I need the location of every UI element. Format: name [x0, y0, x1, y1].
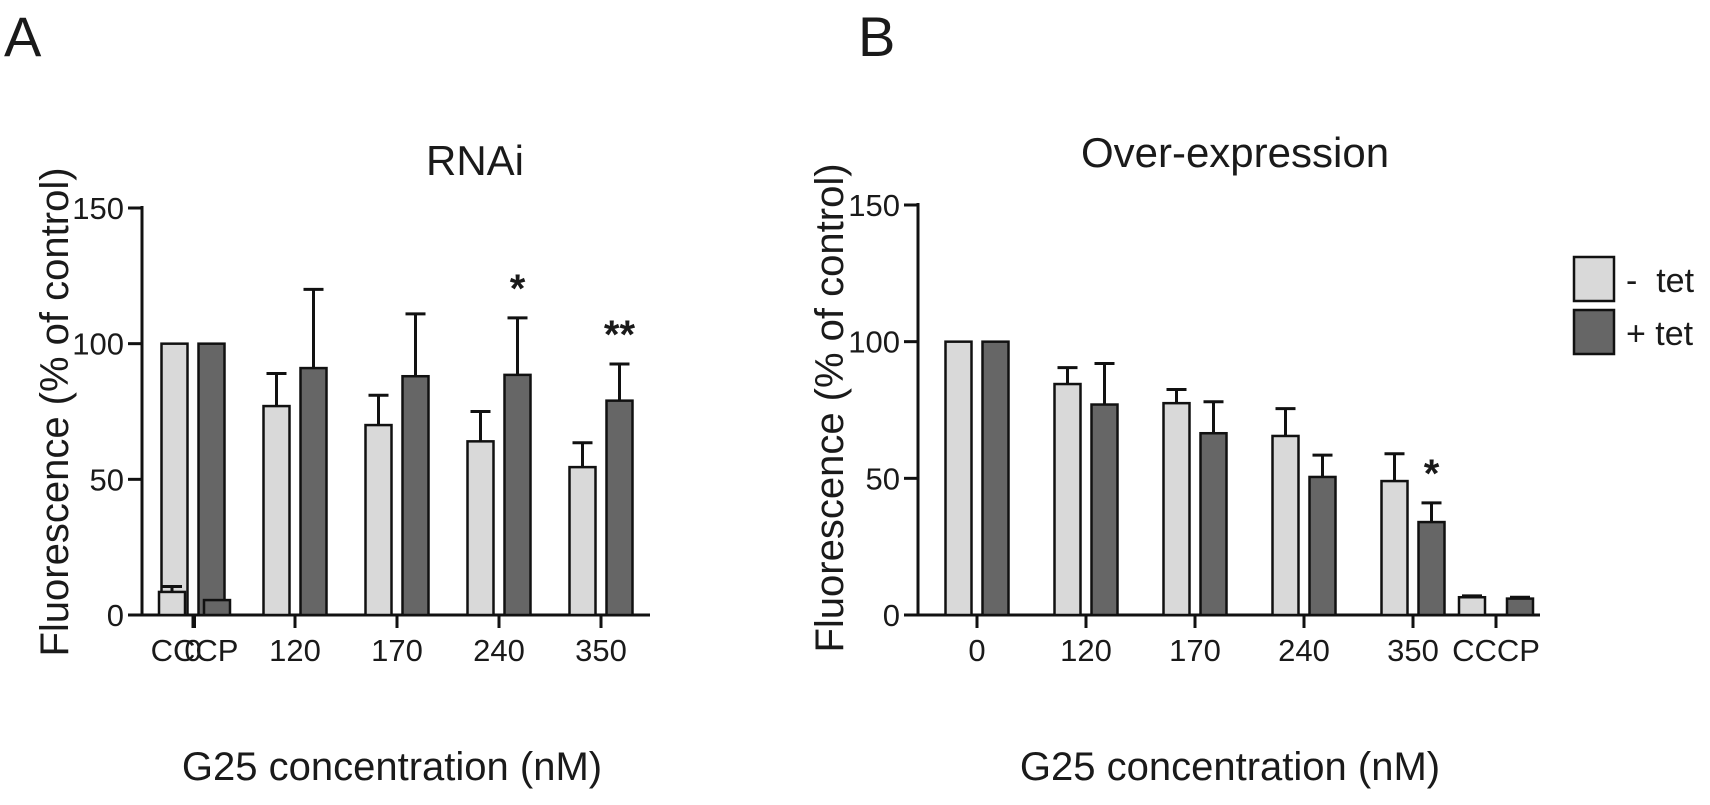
chart-a-y-tick-label: 0	[107, 598, 124, 633]
chart-a-bar-plus-tet	[299, 366, 328, 617]
chart-b-bar-minus-tet	[1162, 401, 1191, 617]
chart-b-bar-minus-tet	[944, 340, 973, 617]
chart-b-title: Over-expression	[1081, 129, 1389, 176]
chart-a: 0 50 100 150 0 120 170 240 * 350 ** CCCP	[72, 191, 650, 668]
chart-a-bar-minus-tet	[568, 465, 597, 617]
chart-b-y-tick-label: 100	[848, 325, 900, 360]
chart-a-xlabel: G25 concentration (nM)	[182, 745, 602, 789]
chart-b-significance-marker: *	[1424, 452, 1440, 496]
chart-b-x-tick-label: 0	[968, 633, 985, 668]
chart-b-y-tick-label: 0	[883, 598, 900, 633]
chart-a-x-tick-label: CCCP	[151, 633, 239, 668]
chart-a-bar-plus-tet	[401, 374, 430, 617]
chart-b-y-tick-label: 150	[848, 188, 900, 223]
chart-b-bar-plus-tet	[981, 340, 1010, 617]
chart-a-ylabel: Fluorescence (% of control)	[33, 167, 77, 656]
chart-b-bar-plus-tet	[1199, 431, 1228, 617]
chart-a-bar-minus-tet	[157, 590, 187, 617]
chart-a-y-tick-label: 100	[72, 327, 124, 362]
chart-b-bar-minus-tet	[1457, 595, 1487, 617]
chart-a-y-tick-label: 150	[72, 191, 124, 226]
chart-a-y-tick-label: 50	[90, 462, 124, 497]
chart-b-bar-minus-tet	[1271, 434, 1300, 617]
chart-b-xlabel: G25 concentration (nM)	[1020, 745, 1440, 789]
chart-b-bar-plus-tet	[1417, 520, 1446, 617]
chart-a-x-tick-label: 120	[269, 633, 321, 668]
chart-b-bar-plus-tet	[1505, 597, 1535, 617]
legend-label-plus-tet: + tet	[1626, 315, 1694, 353]
chart-b-x-tick-label: 170	[1169, 633, 1221, 668]
chart-a-bar-plus-tet	[197, 342, 226, 617]
chart-b-x-tick-label: 120	[1060, 633, 1112, 668]
chart-b-ylabel: Fluorescence (% of control)	[808, 163, 852, 652]
legend: - tet + tet	[1572, 255, 1695, 356]
panel-letter-b: B	[858, 5, 895, 68]
legend-swatch-minus-tet	[1572, 255, 1616, 303]
chart-b-y-tick-label: 50	[866, 461, 900, 496]
chart-a-bar-minus-tet	[160, 342, 189, 617]
chart-a-bar-plus-tet	[202, 598, 232, 617]
chart-b-bar-plus-tet	[1308, 475, 1337, 617]
legend-label-minus-tet: - tet	[1626, 262, 1695, 300]
panel-letter-a: A	[4, 5, 42, 68]
chart-a-bar-minus-tet	[262, 404, 291, 617]
chart-b: 0 50 100 150 0 120 170 240 350 * CCCP	[848, 188, 1540, 668]
chart-a-title: RNAi	[426, 137, 524, 184]
chart-a-x-tick-label: 240	[473, 633, 525, 668]
chart-a-significance-marker: *	[510, 267, 526, 311]
chart-b-bar-plus-tet	[1090, 403, 1119, 617]
chart-b-x-tick-label: 350	[1387, 633, 1439, 668]
chart-b-x-tick-label: 240	[1278, 633, 1330, 668]
chart-a-bar-minus-tet	[466, 440, 495, 617]
chart-b-bar-minus-tet	[1380, 479, 1409, 617]
chart-a-significance-marker: **	[604, 313, 636, 357]
chart-a-bar-plus-tet	[503, 373, 532, 617]
chart-b-bar-minus-tet	[1053, 382, 1082, 617]
chart-a-bar-minus-tet	[364, 423, 393, 617]
chart-a-bar-plus-tet	[605, 399, 634, 617]
chart-a-x-tick-label: 350	[575, 633, 627, 668]
legend-swatch-plus-tet	[1572, 308, 1616, 356]
chart-a-x-tick-label: 170	[371, 633, 423, 668]
chart-b-x-tick-label: CCCP	[1452, 633, 1540, 668]
chart-a-x-tick-label: 0	[184, 633, 201, 668]
